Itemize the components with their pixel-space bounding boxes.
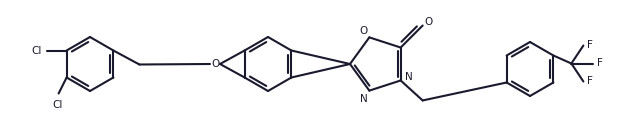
Text: F: F <box>597 59 604 68</box>
Text: Cl: Cl <box>31 45 41 55</box>
Text: O: O <box>424 17 432 27</box>
Text: F: F <box>588 41 593 51</box>
Text: F: F <box>588 76 593 86</box>
Text: N: N <box>361 94 368 104</box>
Text: Cl: Cl <box>52 99 63 109</box>
Text: O: O <box>211 59 219 69</box>
Text: N: N <box>404 73 413 82</box>
Text: O: O <box>359 26 368 36</box>
